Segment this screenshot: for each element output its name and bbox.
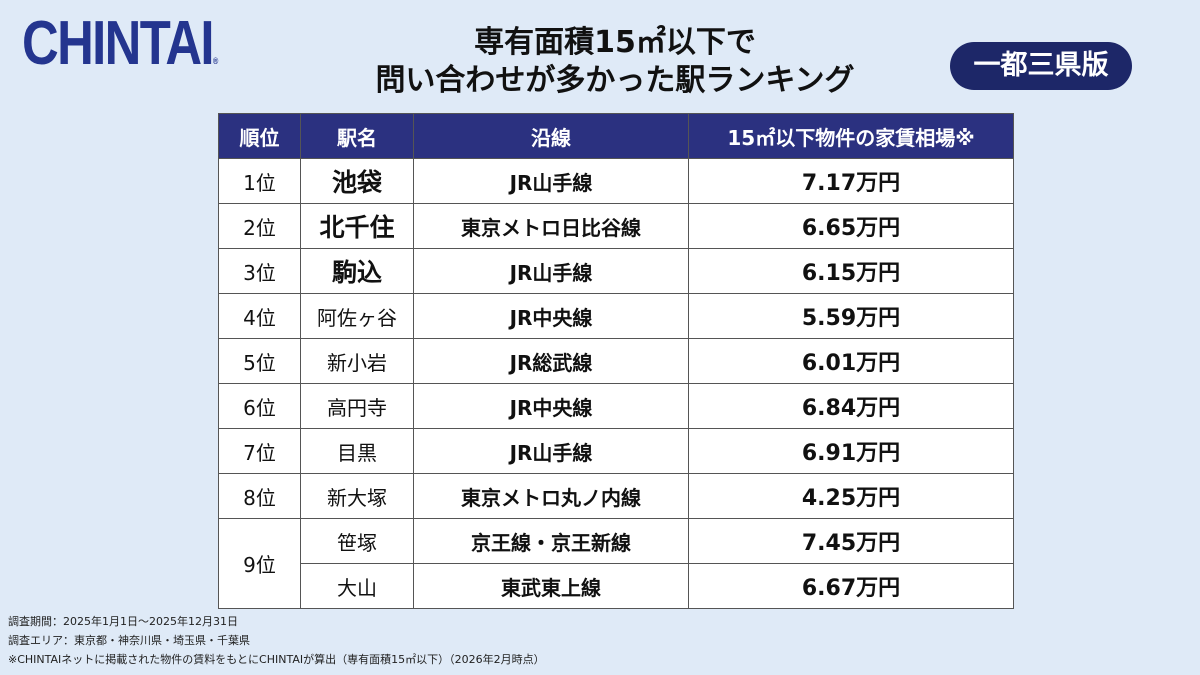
table-row: 大山 東武東上線 6.67万円: [219, 563, 1014, 609]
station-cell: 目黒: [300, 428, 414, 474]
table-row: 1位 池袋 JR山手線 7.17万円: [218, 158, 1014, 204]
logo: CHINTAI®: [22, 8, 218, 79]
rank-cell: 6位: [218, 383, 301, 429]
station-cell: 阿佐ヶ谷: [300, 293, 414, 339]
ranking-table: 順位 駅名 沿線 15㎡以下物件の家賃相場※ 1位 池袋 JR山手線 7.17万円 2位 北千住…: [218, 113, 1014, 609]
table-row: 7位 目黒 JR山手線 6.91万円: [218, 428, 1014, 474]
line-cell: 京王線・京王新線: [413, 518, 689, 564]
table-row: 6位 高円寺 JR中央線 6.84万円: [218, 383, 1014, 429]
rent-cell: 5.59万円: [688, 293, 1014, 339]
line-cell: JR山手線: [413, 248, 689, 294]
rent-cell: 4.25万円: [688, 473, 1014, 519]
rent-cell: 6.84万円: [688, 383, 1014, 429]
station-cell: 高円寺: [300, 383, 414, 429]
notes: 調査期間：2025年1月1日～2025年12月31日 調査エリア：東京都・神奈川県…: [8, 612, 545, 669]
rent-cell: 6.15万円: [688, 248, 1014, 294]
logo-text: CHINTAI: [22, 9, 215, 78]
station-cell: 大山: [300, 563, 414, 609]
line-cell: 東武東上線: [413, 563, 689, 609]
note-line: 調査エリア：東京都・神奈川県・埼玉県・千葉県: [8, 634, 250, 647]
header-cell: 駅名: [300, 113, 414, 159]
table-row: 4位 阿佐ヶ谷 JR中央線 5.59万円: [218, 293, 1014, 339]
station-cell: 新大塚: [300, 473, 414, 519]
station-cell: 北千住: [300, 203, 414, 249]
note-line: 調査期間：2025年1月1日～2025年12月31日: [8, 615, 238, 628]
rent-cell: 6.65万円: [688, 203, 1014, 249]
registered-mark: ®: [212, 56, 219, 66]
header-cell: 沿線: [413, 113, 689, 159]
rent-cell: 6.91万円: [688, 428, 1014, 474]
line-cell: JR中央線: [413, 383, 689, 429]
rank-cell: 1位: [218, 158, 301, 204]
title: 専有面積15㎡以下で 問い合わせが多かった駅ランキング: [300, 24, 930, 100]
line-cell: 東京メトロ日比谷線: [413, 203, 689, 249]
rank-cell: 2位: [218, 203, 301, 249]
rank-cell: 8位: [218, 473, 301, 519]
table-row: 2位 北千住 東京メトロ日比谷線 6.65万円: [218, 203, 1014, 249]
line-cell: 東京メトロ丸ノ内線: [413, 473, 689, 519]
note-line: ※CHINTAIネットに掲載された物件の賃料をもとにCHINTAIが算出（専有面…: [8, 653, 545, 666]
header-row: 順位 駅名 沿線 15㎡以下物件の家賃相場※: [218, 113, 1014, 159]
station-cell: 駒込: [300, 248, 414, 294]
station-cell: 新小岩: [300, 338, 414, 384]
station-cell: 笹塚: [300, 518, 414, 564]
header-cell: 順位: [218, 113, 301, 159]
rank-cell: 7位: [218, 428, 301, 474]
line-cell: JR中央線: [413, 293, 689, 339]
table-row: 8位 新大塚 東京メトロ丸ノ内線 4.25万円: [218, 473, 1014, 519]
table-row: 9位 笹塚 京王線・京王新線 7.45万円: [218, 518, 1014, 609]
header-cell: 15㎡以下物件の家賃相場※: [688, 113, 1014, 159]
rent-cell: 6.67万円: [688, 563, 1014, 609]
rent-cell: 6.01万円: [688, 338, 1014, 384]
line-cell: JR総武線: [413, 338, 689, 384]
rank-cell: 4位: [218, 293, 301, 339]
rent-cell: 7.17万円: [688, 158, 1014, 204]
badge: 一都三県版: [950, 42, 1132, 90]
line-cell: JR山手線: [413, 158, 689, 204]
table-row: 5位 新小岩 JR総武線 6.01万円: [218, 338, 1014, 384]
title-line: 専有面積15㎡以下で: [474, 25, 756, 60]
line-cell: JR山手線: [413, 428, 689, 474]
table-row: 3位 駒込 JR山手線 6.15万円: [218, 248, 1014, 294]
rent-cell: 7.45万円: [688, 518, 1014, 564]
station-cell: 池袋: [300, 158, 414, 204]
rank-cell: 9位: [218, 518, 301, 609]
title-line: 問い合わせが多かった駅ランキング: [375, 63, 855, 98]
rank-cell: 5位: [218, 338, 301, 384]
rank-cell: 3位: [218, 248, 301, 294]
